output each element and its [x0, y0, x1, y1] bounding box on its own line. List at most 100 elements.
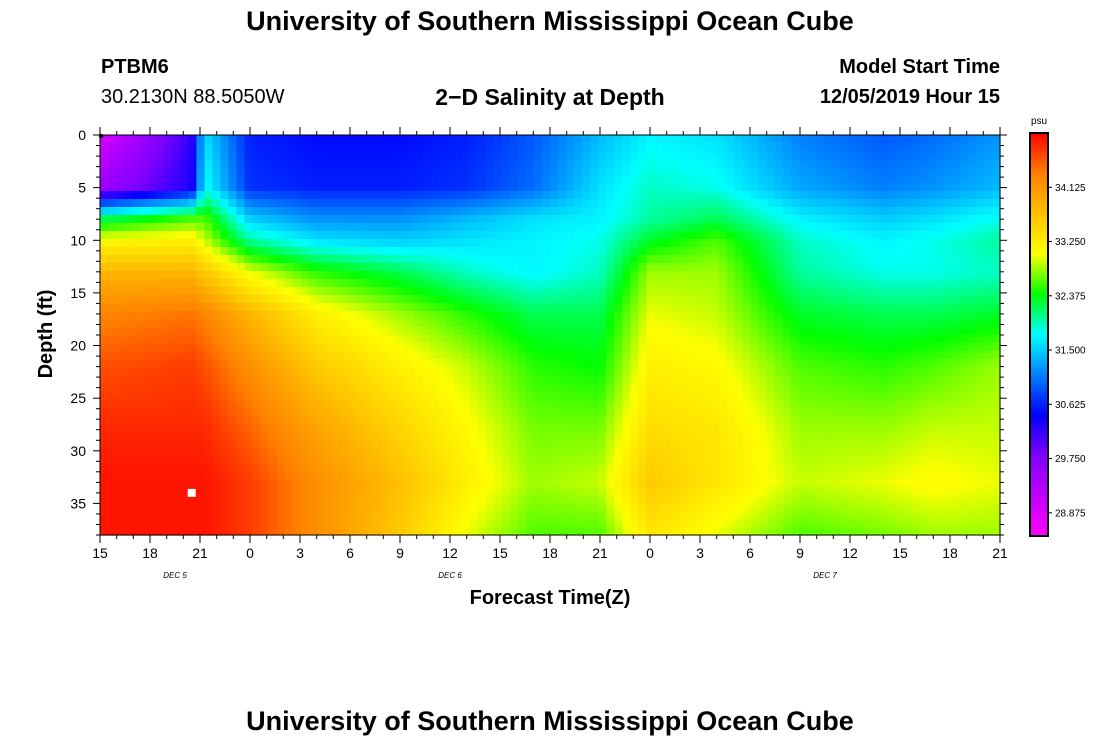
heatmap-cell [975, 343, 985, 352]
heatmap-cell [341, 255, 350, 264]
heatmap-cell [485, 447, 495, 456]
heatmap-cell [156, 351, 165, 360]
heatmap-cell [847, 159, 856, 168]
heatmap-cell [381, 279, 390, 288]
heatmap-cell [726, 447, 736, 456]
heatmap-cell [574, 335, 583, 344]
heatmap-cell [212, 183, 222, 192]
heatmap-cell [991, 455, 1001, 464]
heatmap-cell [702, 319, 712, 328]
heatmap-cell [598, 191, 607, 200]
heatmap-cell [172, 255, 181, 264]
heatmap-cell [678, 279, 688, 288]
heatmap-cell [710, 199, 720, 208]
heatmap-cell [108, 463, 117, 472]
heatmap-cell [116, 287, 125, 296]
heatmap-cell [405, 439, 414, 448]
heatmap-cell [509, 431, 519, 440]
heatmap-cell [156, 391, 165, 400]
heatmap-cell [445, 359, 455, 368]
heatmap-cell [325, 135, 334, 144]
heatmap-cell [975, 247, 985, 256]
heatmap-cell [734, 151, 744, 160]
heatmap-cell [582, 271, 591, 280]
heatmap-cell [525, 415, 535, 424]
heatmap-cell [421, 271, 431, 280]
heatmap-cell [413, 319, 423, 328]
heatmap-cell [244, 407, 254, 416]
heatmap-cell [598, 327, 607, 336]
heatmap-cell [413, 135, 423, 144]
heatmap-cell [413, 143, 423, 152]
heatmap-cell [461, 255, 471, 264]
heatmap-cell [541, 399, 551, 408]
heatmap-cell [196, 135, 206, 144]
heatmap-cell [903, 175, 913, 184]
heatmap-cell [895, 407, 905, 416]
heatmap-cell [236, 479, 246, 488]
heatmap-cell [943, 215, 953, 224]
heatmap-cell [268, 439, 278, 448]
heatmap-cell [742, 143, 752, 152]
heatmap-cell [791, 455, 800, 464]
heatmap-cell [333, 439, 342, 448]
heatmap-cell [839, 439, 848, 448]
heatmap-cell [775, 279, 784, 288]
heatmap-cell [533, 343, 543, 352]
heatmap-cell [927, 423, 937, 432]
heatmap-cell [991, 415, 1001, 424]
heatmap-cell [124, 407, 133, 416]
heatmap-cell [284, 407, 294, 416]
heatmap-cell [493, 183, 503, 192]
heatmap-cell [461, 415, 471, 424]
heatmap-cell [654, 255, 664, 264]
heatmap-cell [566, 167, 575, 176]
heatmap-cell [951, 215, 961, 224]
heatmap-cell [325, 279, 334, 288]
heatmap-cell [373, 343, 382, 352]
heatmap-cell [517, 199, 527, 208]
heatmap-cell [686, 207, 696, 216]
heatmap-cell [919, 255, 929, 264]
heatmap-cell [903, 359, 913, 368]
heatmap-cell [742, 391, 752, 400]
heatmap-cell [791, 135, 800, 144]
heatmap-cell [140, 479, 149, 488]
heatmap-cell [702, 167, 712, 176]
heatmap-cell [951, 311, 961, 320]
heatmap-cell [300, 383, 310, 392]
heatmap-cell [517, 351, 527, 360]
heatmap-cell [959, 135, 969, 144]
heatmap-cell [614, 183, 623, 192]
heatmap-cell [541, 143, 551, 152]
heatmap-cell [292, 335, 302, 344]
heatmap-cell [188, 447, 198, 456]
heatmap-cell [381, 375, 390, 384]
heatmap-cell [252, 367, 262, 376]
heatmap-cell [911, 311, 921, 320]
heatmap-cell [276, 135, 286, 144]
heatmap-cell [316, 383, 326, 392]
heatmap-cell [855, 183, 864, 192]
heatmap-cell [702, 359, 712, 368]
heatmap-cell [710, 367, 720, 376]
heatmap-cell [911, 223, 921, 232]
heatmap-cell [670, 359, 680, 368]
heatmap-cell [606, 271, 615, 280]
heatmap-cell [831, 271, 840, 280]
heatmap-cell [116, 399, 125, 408]
heatmap-cell [815, 479, 824, 488]
heatmap-cell [783, 135, 792, 144]
heatmap-cell [630, 423, 639, 432]
heatmap-cell [678, 311, 688, 320]
heatmap-cell [791, 407, 800, 416]
heatmap-cell [766, 311, 776, 320]
heatmap-cell [108, 303, 117, 312]
heatmap-cell [831, 151, 840, 160]
heatmap-cell [895, 439, 905, 448]
heatmap-cell [413, 151, 423, 160]
heatmap-cell [919, 439, 929, 448]
heatmap-cell [582, 343, 591, 352]
heatmap-cell [308, 447, 318, 456]
heatmap-cell [646, 383, 656, 392]
